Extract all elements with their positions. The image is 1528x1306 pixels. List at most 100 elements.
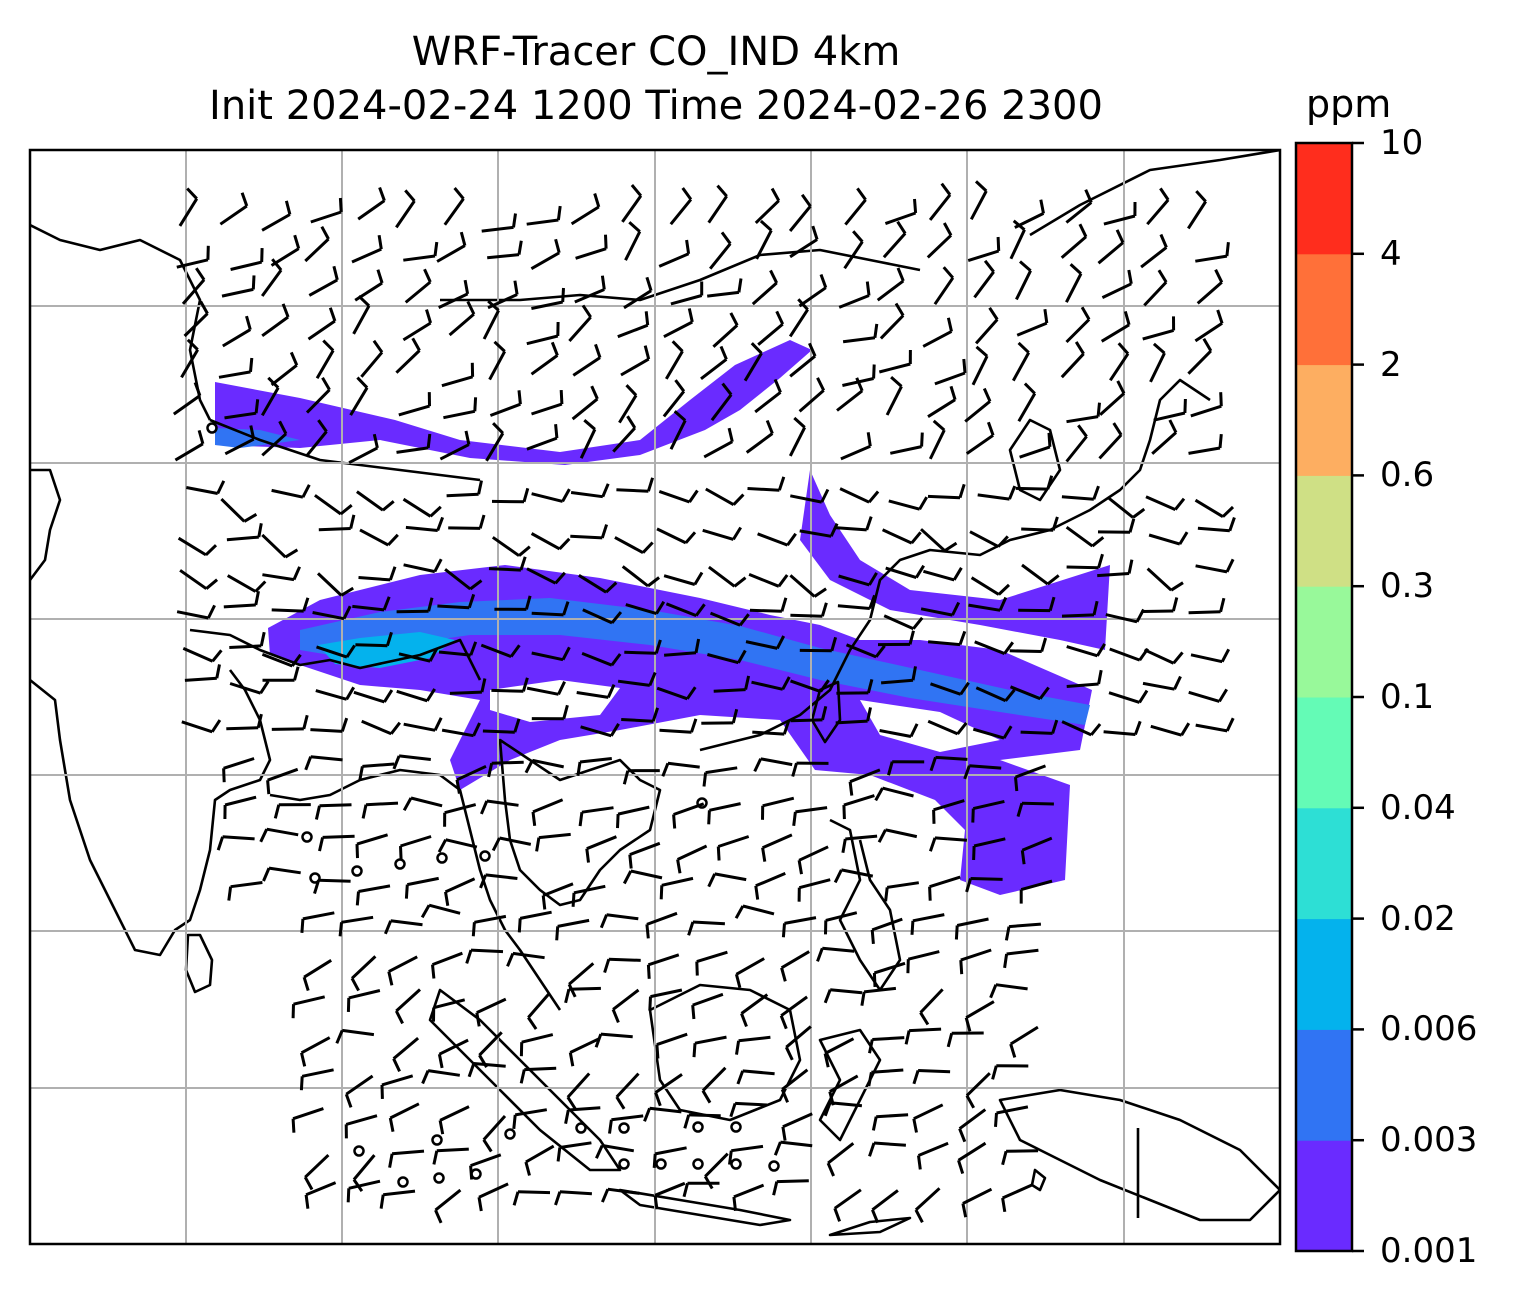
wind-barb-shaft [358, 576, 391, 582]
wind-barb-feather [910, 920, 915, 935]
wind-barb-feather [829, 522, 839, 537]
wind-barb-feather [562, 704, 569, 720]
wind-barb-feather [601, 483, 610, 498]
wind-barb-shaft [427, 1069, 461, 1077]
wind-barb-feather [467, 1062, 476, 1078]
wind-barb-shaft [557, 918, 590, 928]
wind-barb-feather [1004, 688, 1016, 702]
wind-barb-shaft [402, 497, 432, 518]
wind-barb-shaft [581, 652, 613, 667]
wind-barb-shaft [262, 573, 295, 582]
wind-barb-shaft [889, 445, 922, 455]
wind-barb-feather [772, 1181, 779, 1196]
wind-barb-shaft [1146, 198, 1170, 226]
wind-barb-feather [737, 278, 743, 293]
wind-barb-shaft [843, 240, 864, 270]
wind-barb-feather [487, 299, 500, 312]
wind-barb-feather [1117, 342, 1130, 355]
wind-barb-feather [671, 340, 684, 353]
wind-barb-shaft [172, 394, 201, 416]
wind-barb-feather [556, 1147, 562, 1162]
wind-barb-shaft [844, 198, 867, 226]
wind-barb-shaft [486, 799, 519, 807]
wind-barb-feather [210, 719, 222, 733]
coastline-korea [1008, 418, 1062, 502]
wind-barb-shaft [445, 838, 478, 849]
wind-barb-shaft [400, 835, 432, 848]
wind-barb-feather [550, 341, 559, 356]
wind-barb-shaft [365, 801, 399, 807]
wind-barb-shaft [827, 1142, 855, 1165]
wind-barb-shaft [312, 611, 345, 621]
wind-barb-feather [1225, 558, 1235, 573]
wind-barb-shaft [849, 768, 881, 784]
wind-barb-shaft [919, 988, 944, 1014]
wind-barb-shaft [965, 1072, 991, 1097]
wind-barb-shaft [780, 950, 810, 970]
wind-barb-feather [216, 480, 226, 495]
wind-barb-feather [911, 666, 917, 681]
wind-barb-shaft [519, 910, 552, 920]
wind-barb-shaft [224, 411, 257, 420]
wind-barb-shaft [348, 1179, 381, 1190]
wind-barb-shaft [542, 882, 574, 897]
wind-barb-shaft [709, 802, 741, 812]
wind-barb-shaft [1188, 690, 1220, 703]
wind-barb-shaft [1061, 495, 1094, 501]
wind-barb-feather [961, 1203, 968, 1218]
wind-barb-shaft [969, 190, 988, 221]
wind-barb-feather [909, 723, 919, 738]
wind-barb-feather [259, 631, 266, 647]
wind-barb-feather [1017, 341, 1030, 354]
wind-barb-feather [1051, 516, 1059, 531]
wind-barb-feather [568, 1052, 575, 1067]
wind-barb-feather [599, 914, 608, 929]
wind-barb-shaft [705, 766, 738, 775]
wind-barb-shaft [571, 397, 599, 421]
wind-barb-shaft [403, 722, 436, 732]
wind-barb-feather [469, 641, 478, 656]
wind-barb-feather [692, 1043, 697, 1058]
wind-barb-feather [964, 1017, 972, 1032]
wind-barb-shaft [449, 690, 482, 695]
wind-barb-shaft [625, 603, 657, 616]
wind-barb-shaft [702, 528, 734, 541]
wind-barb-feather [779, 1015, 788, 1030]
wind-barb-feather [651, 707, 660, 722]
wind-barb-shaft [667, 761, 700, 769]
wind-barb-feather [266, 780, 271, 795]
wind-barb-shaft [476, 997, 507, 1014]
coastline-taiwan [810, 680, 842, 744]
wind-barb-feather [731, 708, 739, 724]
wind-barb-feather [848, 781, 854, 796]
wind-barb-shaft [754, 199, 780, 224]
wind-barb-feather [428, 648, 439, 662]
wind-barb-feather [765, 419, 774, 435]
wind-barb-shaft [973, 270, 995, 299]
wind-barb-feather [561, 287, 565, 303]
wind-barb-shaft [359, 528, 389, 547]
wind-barb-feather [773, 1141, 782, 1156]
wind-barb-shaft [473, 1062, 506, 1068]
wind-barb-shaft [790, 718, 823, 723]
colorbar-unit-label: ppm [1306, 82, 1392, 126]
wind-barb-shaft [526, 436, 558, 451]
wind-barb-shaft [266, 827, 299, 837]
wind-barb-shaft [1100, 323, 1130, 343]
wind-barb-feather [346, 1188, 351, 1203]
wind-barb-shaft [798, 286, 827, 308]
wind-barb-feather [1097, 553, 1104, 569]
wind-barb-shaft [179, 569, 208, 590]
wind-barb-feather [958, 1128, 967, 1143]
wind-barb-shaft [481, 225, 514, 233]
wind-barb-feather [781, 676, 791, 691]
wind-barb-shaft [1021, 801, 1054, 806]
wind-barb-feather [376, 269, 384, 284]
wind-barb-shaft [788, 426, 807, 457]
wind-barb-shaft [1015, 486, 1048, 491]
wind-barb-shaft [788, 205, 812, 232]
wind-barb-shaft [789, 238, 818, 259]
wind-barb-shaft [755, 229, 773, 260]
wind-barb-shaft [742, 1069, 775, 1076]
wind-barb-shaft [362, 762, 395, 768]
